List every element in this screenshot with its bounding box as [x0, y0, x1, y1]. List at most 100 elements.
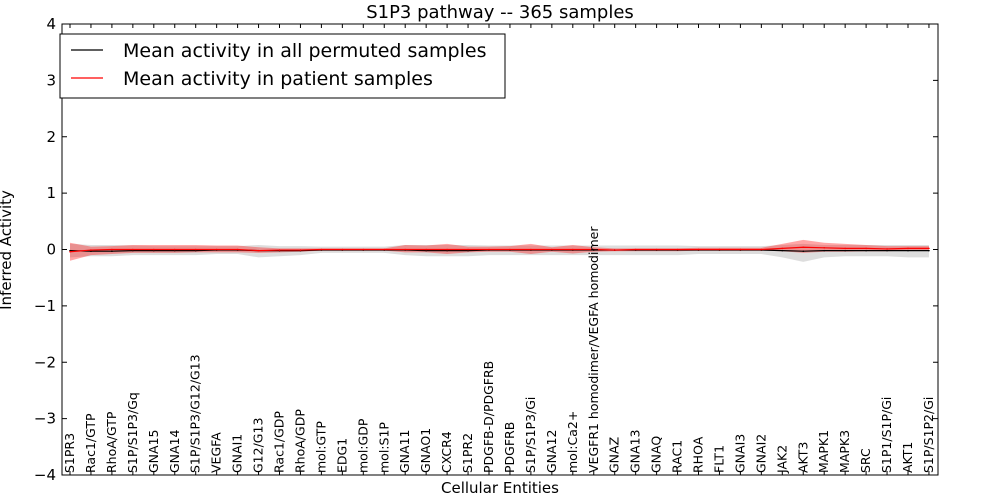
category-label: MAPK1: [816, 430, 831, 473]
category-label: FLT1: [711, 445, 726, 473]
patient-line-point: [404, 248, 407, 251]
patient-line-point: [823, 247, 825, 249]
category-label: S1P/S1P2/Gi: [921, 397, 936, 473]
permuted-line-point: [886, 249, 888, 252]
patient-line-point: [383, 248, 386, 251]
legend-permuted-label: Mean activity in all permuted samples: [123, 40, 486, 62]
category-label: PDGFB-D/PDGFRB: [481, 361, 496, 473]
category-label: RHOA: [691, 436, 706, 473]
patient-line-point: [676, 248, 679, 251]
category-label: S1PR2: [460, 433, 475, 473]
category-label: S1P/S1P3/Gi: [523, 397, 538, 473]
patient-line-point: [844, 247, 846, 250]
legend: Mean activity in all permuted samples Me…: [59, 33, 506, 99]
permuted-line-point: [132, 249, 134, 252]
category-label: GNAI3: [732, 434, 747, 473]
legend-box: [59, 33, 506, 99]
chart-title: S1P3 pathway -- 365 samples: [366, 2, 634, 23]
patient-line-point: [886, 248, 888, 250]
category-label: AKT3: [795, 442, 810, 473]
category-label: MAPK3: [837, 430, 852, 473]
category-label: GNAQ: [649, 436, 664, 473]
category-label: G12/G13: [251, 418, 266, 473]
patient-line-point: [592, 248, 595, 251]
patient-line-point: [278, 249, 281, 251]
category-label: mol:GDP: [355, 418, 370, 473]
y-tick-label: 1: [46, 184, 56, 202]
permuted-line-point: [425, 249, 427, 252]
patient-line-point: [551, 248, 553, 251]
patient-line: [69, 246, 929, 253]
category-label: GNA14: [167, 429, 182, 473]
permuted-line-point: [928, 249, 930, 252]
y-axis-label: Inferred Activity: [0, 190, 15, 310]
category-label: RhoA/GDP: [292, 409, 307, 473]
patient-line-point: [215, 248, 218, 251]
category-label: VEGFA: [209, 432, 224, 473]
patient-line-point: [697, 248, 700, 251]
patient-line-point: [655, 248, 658, 251]
category-label: Rac1/GDP: [272, 411, 287, 473]
patient-line-point: [739, 248, 742, 251]
category-label: VEGFR1 homodimer/VEGFA homodimer: [586, 226, 601, 473]
patient-line-point: [132, 248, 134, 251]
patient-line-point: [90, 249, 92, 251]
permuted-line-point: [173, 249, 176, 252]
patient-line-point: [760, 248, 763, 251]
category-label: SRC: [858, 448, 873, 473]
y-tick-label: 4: [46, 15, 56, 33]
x-axis-label: Cellular Entities: [441, 479, 559, 497]
patient-line-point: [153, 248, 155, 251]
patient-line-point: [865, 247, 867, 250]
patient-line-point: [572, 248, 574, 251]
category-label: GNAI1: [230, 434, 245, 473]
permuted-line-point: [111, 250, 113, 252]
category-label: GNA13: [628, 430, 643, 474]
permuted-line-point: [781, 249, 784, 252]
permuted-line-point: [153, 249, 155, 252]
patient-line-point: [341, 248, 344, 251]
permuted-band: [70, 243, 929, 262]
patient-line-point: [299, 249, 302, 251]
patient-line-point: [425, 248, 427, 251]
category-label: S1P/S1P3/G12/G13: [188, 354, 203, 473]
permuted-line-point: [90, 250, 92, 252]
patient-line-point: [802, 246, 805, 249]
legend-patient-label: Mean activity in patient samples: [123, 68, 433, 90]
patient-line-point: [173, 248, 176, 251]
patient-line-point: [718, 248, 721, 251]
patient-line-point: [488, 248, 490, 251]
permuted-line-point: [802, 250, 805, 252]
category-label: mol:S1P: [376, 422, 391, 473]
category-label: S1P1/S1P/Gi: [879, 397, 894, 473]
permuted-line-point: [467, 249, 469, 252]
patient-line-point: [111, 248, 113, 251]
permuted-line-point: [844, 249, 846, 252]
patient-line-point: [257, 249, 260, 252]
patient-line-point: [634, 248, 637, 251]
patient-line-point: [781, 247, 784, 250]
category-label: RAC1: [670, 440, 685, 473]
category-label: GNAO1: [418, 428, 433, 473]
patient-line-point: [907, 247, 909, 250]
category-label: GNA15: [146, 430, 161, 474]
patient-line-point: [236, 248, 239, 251]
patient-line-point: [613, 249, 616, 251]
patient-line-point: [467, 248, 469, 251]
category-label: AKT1: [900, 442, 915, 473]
y-tick-label: −2: [34, 353, 56, 371]
patient-line-point: [194, 248, 197, 251]
permuted-line-point: [907, 249, 909, 252]
permuted-line-point: [865, 249, 867, 252]
patient-line-point: [509, 248, 511, 251]
permuted-band-group: [70, 243, 929, 262]
permuted-line-point: [446, 249, 448, 252]
category-label: GNAZ: [607, 437, 622, 473]
category-label: mol:GTP: [313, 421, 328, 473]
category-label-group: S1PR3 Rac1/GTP RhoA/GTP S1P/S1P3/Gq GNA15 GNA…: [62, 226, 936, 474]
category-label: GNAI2: [753, 434, 768, 473]
category-label: CXCR4: [439, 431, 454, 473]
x-tick-group: [69, 24, 930, 475]
patient-line-point: [928, 247, 930, 250]
permuted-line-point: [69, 249, 71, 252]
